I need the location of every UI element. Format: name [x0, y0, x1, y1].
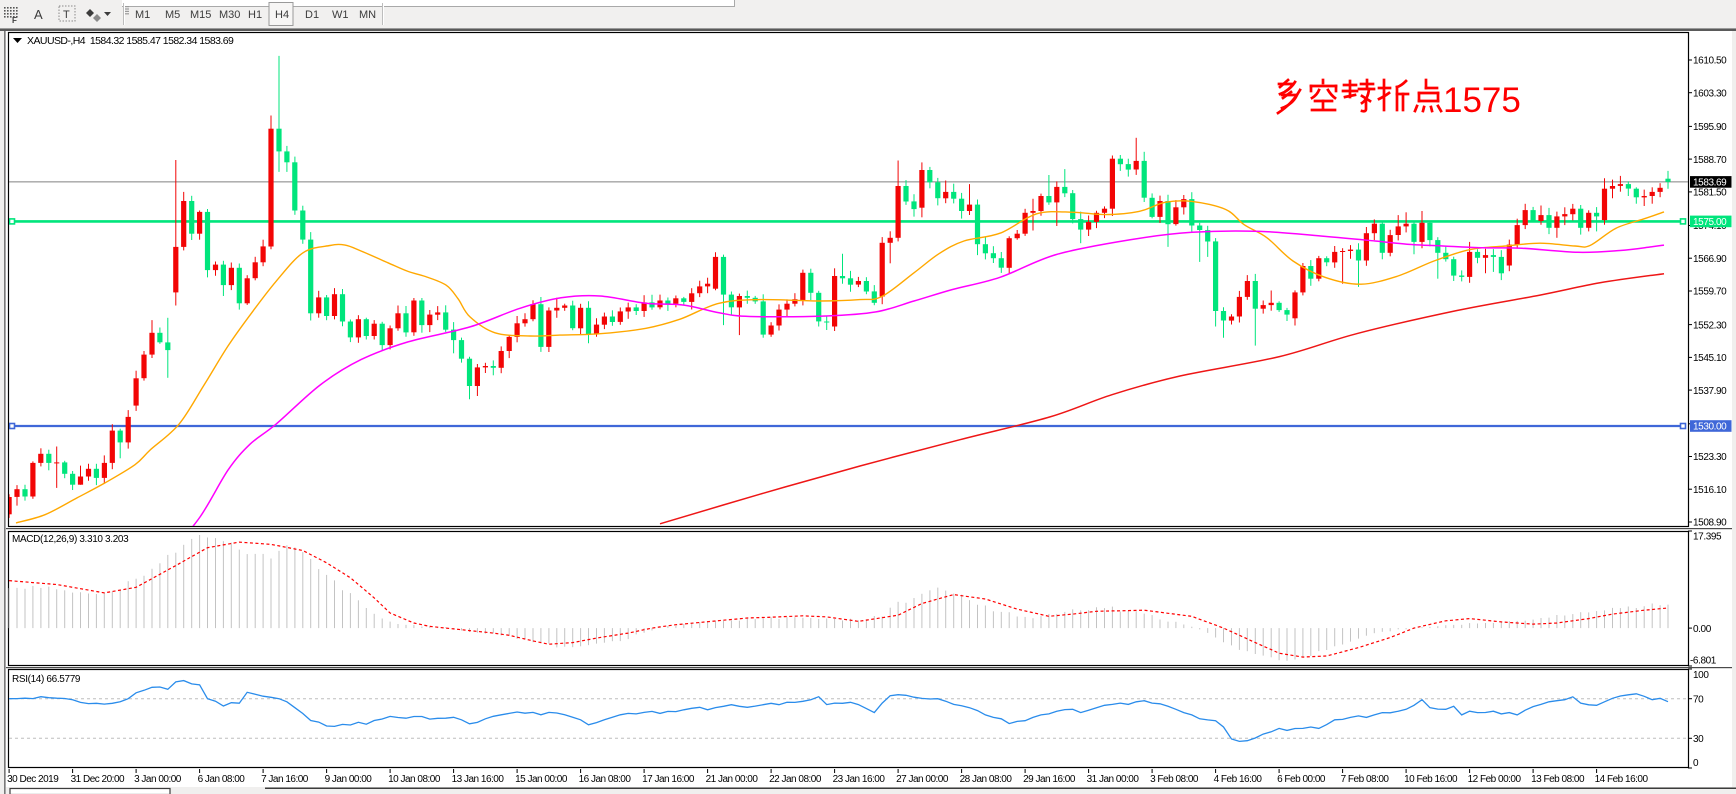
svg-text:1581.50: 1581.50 — [1693, 188, 1727, 199]
svg-text:31 Jan 00:00: 31 Jan 00:00 — [1087, 774, 1140, 785]
svg-text:31 Dec 20:00: 31 Dec 20:00 — [71, 774, 125, 785]
svg-text:F: F — [12, 16, 17, 25]
svg-text:1603.30: 1603.30 — [1693, 88, 1727, 99]
svg-text:A: A — [34, 7, 43, 22]
svg-text:D1: D1 — [305, 9, 319, 21]
svg-text:22 Jan 08:00: 22 Jan 08:00 — [769, 774, 822, 785]
svg-text:3 Jan 00:00: 3 Jan 00:00 — [134, 774, 182, 785]
svg-text:M5: M5 — [165, 9, 180, 21]
svg-text:16 Jan 08:00: 16 Jan 08:00 — [579, 774, 632, 785]
svg-text:17.395: 17.395 — [1693, 532, 1722, 543]
svg-text:RSI(14) 66.5779: RSI(14) 66.5779 — [12, 674, 81, 685]
svg-text:MN: MN — [359, 9, 376, 21]
svg-text:70: 70 — [1693, 694, 1704, 705]
svg-text:17 Jan 16:00: 17 Jan 16:00 — [642, 774, 695, 785]
svg-text:13 Jan 16:00: 13 Jan 16:00 — [452, 774, 505, 785]
svg-text:3 Feb 08:00: 3 Feb 08:00 — [1150, 774, 1199, 785]
svg-text:12 Feb 00:00: 12 Feb 00:00 — [1468, 774, 1522, 785]
svg-text:0: 0 — [1693, 758, 1699, 769]
svg-text:0.00: 0.00 — [1693, 624, 1712, 635]
svg-text:M15: M15 — [190, 9, 211, 21]
svg-text:MACD(12,26,9) 3.310 3.203: MACD(12,26,9) 3.310 3.203 — [12, 534, 129, 545]
svg-text:H1: H1 — [248, 9, 262, 21]
svg-text:30: 30 — [1693, 734, 1704, 745]
svg-text:1523.30: 1523.30 — [1693, 452, 1727, 463]
svg-text:1530.00: 1530.00 — [1693, 422, 1727, 433]
svg-text:10 Jan 08:00: 10 Jan 08:00 — [388, 774, 441, 785]
svg-text:1552.30: 1552.30 — [1693, 320, 1727, 331]
svg-text:1537.90: 1537.90 — [1693, 386, 1727, 397]
svg-text:23 Jan 16:00: 23 Jan 16:00 — [833, 774, 886, 785]
svg-text:27 Jan 00:00: 27 Jan 00:00 — [896, 774, 949, 785]
svg-text:M30: M30 — [219, 9, 240, 21]
svg-text:1545.10: 1545.10 — [1693, 353, 1727, 364]
svg-text:XAUUSD-,H4 1584.32 1585.47 15: XAUUSD-,H4 1584.32 1585.47 1582.34 1583.… — [27, 35, 234, 47]
svg-text:28 Jan 08:00: 28 Jan 08:00 — [960, 774, 1013, 785]
svg-text:1610.50: 1610.50 — [1693, 56, 1727, 67]
svg-text:9 Jan 00:00: 9 Jan 00:00 — [325, 774, 373, 785]
svg-text:1595.90: 1595.90 — [1693, 122, 1727, 133]
svg-text:T: T — [63, 9, 70, 21]
svg-text:15 Jan 00:00: 15 Jan 00:00 — [515, 774, 568, 785]
svg-text:29 Jan 16:00: 29 Jan 16:00 — [1023, 774, 1076, 785]
svg-text:7 Jan 16:00: 7 Jan 16:00 — [261, 774, 309, 785]
svg-text:100: 100 — [1693, 670, 1709, 681]
svg-text:7 Feb 08:00: 7 Feb 08:00 — [1341, 774, 1390, 785]
svg-text:M1: M1 — [135, 9, 150, 21]
svg-text:-6.801: -6.801 — [1690, 656, 1717, 667]
svg-text:14 Feb 16:00: 14 Feb 16:00 — [1595, 774, 1649, 785]
svg-text:H4: H4 — [275, 9, 289, 21]
svg-text:6 Jan 08:00: 6 Jan 08:00 — [198, 774, 246, 785]
svg-text:13 Feb 08:00: 13 Feb 08:00 — [1531, 774, 1585, 785]
svg-text:1566.90: 1566.90 — [1693, 254, 1727, 265]
svg-text:4 Feb 16:00: 4 Feb 16:00 — [1214, 774, 1263, 785]
svg-text:1559.70: 1559.70 — [1693, 287, 1727, 298]
svg-text:10 Feb 16:00: 10 Feb 16:00 — [1404, 774, 1458, 785]
svg-text:21 Jan 00:00: 21 Jan 00:00 — [706, 774, 759, 785]
svg-text:1588.70: 1588.70 — [1693, 155, 1727, 166]
svg-text:1583.69: 1583.69 — [1693, 178, 1727, 189]
svg-text:30 Dec 2019: 30 Dec 2019 — [7, 774, 59, 785]
svg-text:1516.10: 1516.10 — [1693, 485, 1727, 496]
svg-text:1575: 1575 — [1443, 81, 1521, 120]
svg-text:W1: W1 — [332, 9, 349, 21]
svg-text:6 Feb 00:00: 6 Feb 00:00 — [1277, 774, 1326, 785]
svg-text:1575.00: 1575.00 — [1693, 217, 1727, 228]
svg-text:1508.90: 1508.90 — [1693, 518, 1727, 529]
